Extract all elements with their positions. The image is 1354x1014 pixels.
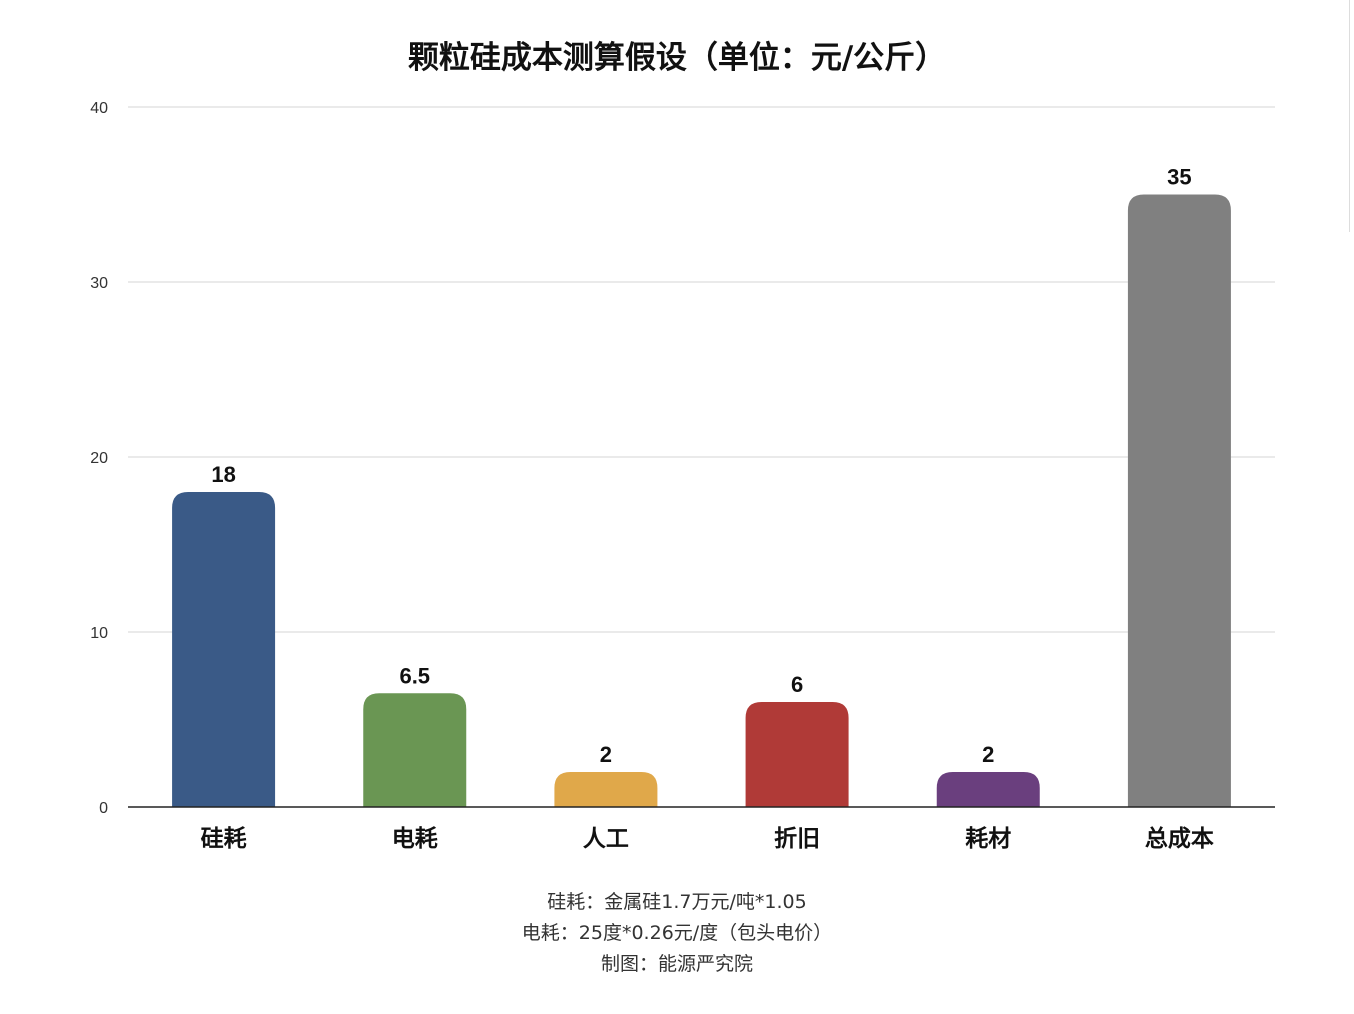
window-edge — [1349, 0, 1350, 232]
y-tick-label: 40 — [90, 100, 108, 117]
bar-5 — [936, 772, 1040, 807]
x-tick-label: 人工 — [583, 826, 629, 852]
x-tick-label: 总成本 — [1145, 825, 1214, 852]
y-tick-label: 10 — [90, 625, 108, 642]
x-tick-label: 硅耗 — [201, 826, 247, 852]
footnote-silicon: 硅耗：金属硅1.7万元/吨*1.05 — [547, 891, 807, 913]
x-tick-label: 耗材 — [965, 826, 1011, 852]
data-label: 18 — [211, 462, 235, 487]
data-label: 35 — [1167, 165, 1191, 190]
y-tick-label: 30 — [90, 275, 108, 292]
data-label: 6 — [791, 672, 803, 697]
bar-6 — [1127, 194, 1231, 807]
data-label: 6.5 — [399, 663, 430, 688]
x-tick-label: 电耗 — [392, 826, 438, 852]
bar-1 — [172, 492, 276, 807]
footnote-credit: 制图：能源严究院 — [600, 953, 753, 975]
chart-title: 颗粒硅成本测算假设（单位：元/公斤） — [407, 40, 947, 76]
y-tick-label: 20 — [90, 450, 108, 467]
bar-4 — [745, 702, 849, 807]
data-label: 2 — [982, 742, 994, 767]
data-label: 2 — [600, 742, 612, 767]
footnotes: 硅耗：金属硅1.7万元/吨*1.05 电耗：25度*0.26元/度（包头电价） … — [0, 887, 1354, 980]
bar-2 — [363, 693, 467, 807]
bar-3 — [554, 772, 658, 807]
footnote-electricity: 电耗：25度*0.26元/度（包头电价） — [521, 922, 833, 944]
y-tick-label: 0 — [99, 800, 108, 817]
x-tick-label: 折旧 — [774, 826, 820, 852]
